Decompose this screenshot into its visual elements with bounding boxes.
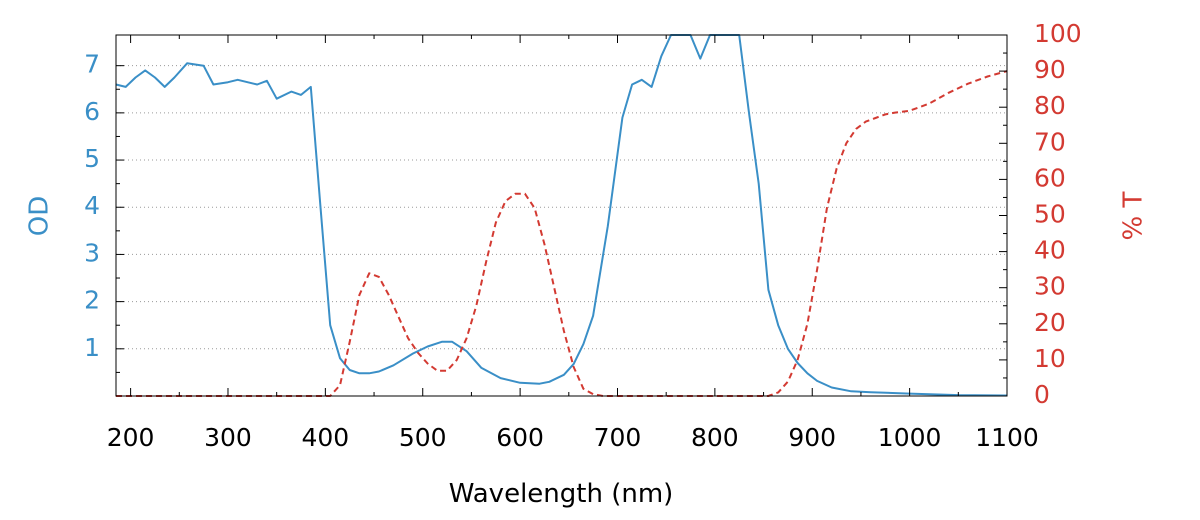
x-tick-label: 700: [594, 423, 642, 452]
left-tick-labels: 1 2 3 4 5 6 7: [84, 50, 100, 362]
right-tick-label: 80: [1034, 91, 1066, 120]
transmission-line: [116, 70, 1008, 397]
x-tick-label: 900: [788, 423, 836, 452]
x-tick-label: 800: [691, 423, 739, 452]
x-tick-label: 300: [204, 423, 252, 452]
left-tick-label: 4: [84, 191, 100, 220]
plot-area: [115, 34, 1008, 397]
right-tick-labels: 0 10 20 30 40 50 60 70 80 90 100: [1034, 19, 1082, 409]
right-tick-label: 50: [1034, 200, 1066, 229]
od-line: [115, 34, 1008, 397]
right-tick-label: 0: [1034, 380, 1050, 409]
x-tick-label: 600: [496, 423, 544, 452]
right-tick-label: 60: [1034, 163, 1066, 192]
left-tick-label: 5: [84, 144, 100, 173]
right-tick-label: 30: [1034, 272, 1066, 301]
x-tick-label: 1000: [878, 423, 942, 452]
left-tick-label: 1: [84, 333, 100, 362]
right-tick-label: 90: [1034, 55, 1066, 84]
axes-frame: [115, 34, 1008, 397]
right-tick-label: 20: [1034, 308, 1066, 337]
tick-marks: [116, 34, 1008, 397]
left-axis-title: OD: [25, 196, 55, 237]
left-tick-label: 2: [84, 286, 100, 315]
x-tick-label: 500: [399, 423, 447, 452]
left-tick-label: 6: [84, 97, 100, 126]
x-axis-title: Wavelength (nm): [449, 479, 674, 509]
x-tick-label: 200: [107, 423, 155, 452]
x-tick-label: 1100: [975, 423, 1039, 452]
right-tick-label: 100: [1034, 19, 1082, 48]
grid-lines: [116, 65, 1007, 350]
plot-frame: [115, 34, 1008, 397]
left-tick-label: 3: [84, 238, 100, 267]
x-tick-label: 400: [302, 423, 350, 452]
x-tick-labels: 200 300 400 500 600 700 800 900 1000 1100: [107, 423, 1039, 452]
right-tick-label: 70: [1034, 127, 1066, 156]
right-tick-label: 40: [1034, 236, 1066, 265]
right-tick-label: 10: [1034, 344, 1066, 373]
left-tick-label: 7: [84, 50, 100, 79]
right-axis-title: % T: [1119, 191, 1149, 240]
